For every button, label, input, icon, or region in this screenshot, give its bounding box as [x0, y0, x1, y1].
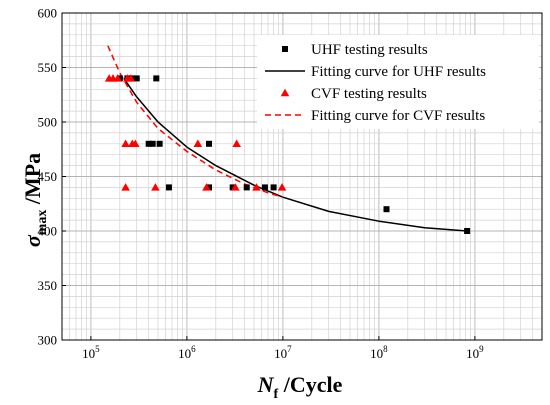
data-point: [165, 184, 172, 191]
grid-layer: [62, 13, 542, 340]
data-point: [133, 75, 140, 82]
data-point: [156, 140, 163, 147]
x-tick-label: 107: [274, 344, 292, 361]
x-axis-title-symbol: N: [257, 372, 275, 397]
x-tick-label: 105: [82, 344, 100, 361]
y-tick-label: 550: [38, 60, 58, 75]
y-tick-label: 400: [38, 224, 58, 239]
data-point: [149, 140, 156, 147]
y-tick-label: 450: [38, 169, 58, 184]
data-point: [206, 184, 213, 191]
legend-symbol: [280, 88, 290, 97]
marker-layer: [104, 74, 471, 234]
data-point: [383, 206, 390, 213]
data-point: [130, 139, 140, 148]
legend-box: [257, 35, 539, 129]
data-point: [206, 140, 213, 147]
y-axis-title-unit: /MPa: [20, 153, 45, 210]
y-tick-label: 300: [38, 333, 58, 348]
y-tick-label: 600: [38, 6, 58, 21]
series-line: [107, 45, 284, 198]
curve-layer: [107, 45, 468, 232]
data-point: [113, 74, 122, 82]
data-point: [270, 184, 277, 191]
data-point: [153, 75, 160, 82]
legend-label: Fitting curve for CVF results: [311, 108, 485, 124]
data-point: [145, 140, 152, 147]
data-point: [229, 184, 236, 191]
legend-label: Fitting curve for UHF results: [311, 64, 486, 80]
x-tick-label: 106: [178, 344, 196, 361]
series-line: [123, 77, 468, 232]
y-tick-label: 500: [38, 115, 58, 130]
y-axis-title-symbol: σ: [20, 234, 45, 247]
data-point: [261, 184, 268, 191]
data-point: [151, 183, 160, 191]
data-point: [126, 74, 136, 82]
data-point: [464, 228, 471, 234]
x-axis-title: Nf /Cycle: [257, 372, 343, 402]
legend: UHF testing results Fitting curve for UHF…: [257, 35, 539, 129]
data-point: [231, 183, 240, 191]
legend-symbol: [282, 46, 288, 52]
x-axis-title-unit: /Cycle: [278, 372, 342, 397]
data-point: [121, 139, 130, 148]
data-point: [121, 183, 130, 191]
legend-label: CVF testing results: [311, 86, 427, 102]
data-point: [252, 183, 261, 191]
x-tick-label: 108: [370, 344, 388, 361]
data-point: [243, 184, 250, 191]
y-axis-title-subscript: max: [35, 210, 50, 236]
tick-layer: 300 350 400 450 500 550 600 105 106 107 108 109: [38, 6, 485, 362]
data-point: [193, 139, 203, 148]
data-point: [232, 139, 241, 148]
legend-label: UHF testing results: [311, 42, 428, 58]
y-axis-title: σmax /MPa: [20, 153, 50, 247]
x-tick-label: 109: [466, 344, 484, 361]
data-point: [277, 183, 287, 191]
x-axis-title-subscript: f: [274, 387, 279, 402]
data-point: [202, 183, 211, 191]
y-tick-label: 350: [38, 278, 58, 293]
